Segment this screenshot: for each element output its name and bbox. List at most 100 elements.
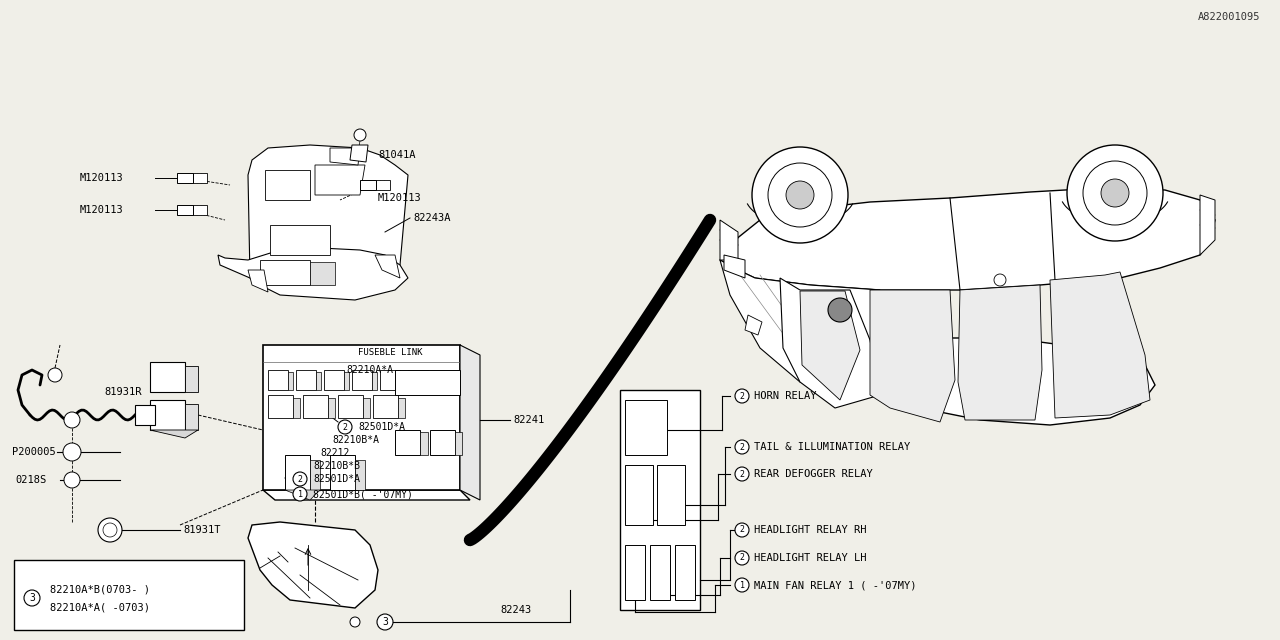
- Polygon shape: [721, 220, 739, 260]
- Circle shape: [735, 551, 749, 565]
- Polygon shape: [870, 290, 955, 422]
- Text: 2: 2: [343, 422, 347, 431]
- Text: 82501D*A: 82501D*A: [358, 422, 404, 432]
- Polygon shape: [268, 395, 293, 418]
- Polygon shape: [957, 285, 1042, 420]
- Polygon shape: [288, 372, 293, 390]
- Polygon shape: [724, 255, 745, 278]
- Text: 3: 3: [29, 593, 35, 603]
- Polygon shape: [330, 148, 360, 165]
- Bar: [177, 173, 193, 183]
- Text: 1: 1: [740, 580, 745, 589]
- Text: HEADLIGHT RELAY LH: HEADLIGHT RELAY LH: [754, 553, 867, 563]
- Text: MAIN FAN RELAY 1 ( -'07MY): MAIN FAN RELAY 1 ( -'07MY): [754, 580, 916, 590]
- Text: 82210A*A( -0703): 82210A*A( -0703): [50, 603, 150, 613]
- Polygon shape: [420, 432, 428, 455]
- Circle shape: [753, 147, 849, 243]
- Polygon shape: [268, 370, 288, 390]
- Polygon shape: [330, 455, 355, 490]
- Bar: [376, 180, 390, 190]
- Polygon shape: [296, 370, 316, 390]
- Text: 2: 2: [740, 392, 745, 401]
- Text: 82501D*A: 82501D*A: [314, 474, 360, 484]
- Polygon shape: [372, 372, 378, 390]
- Circle shape: [293, 472, 307, 486]
- Polygon shape: [270, 225, 330, 255]
- Text: 1: 1: [297, 490, 302, 499]
- Bar: [193, 205, 207, 215]
- Polygon shape: [721, 188, 1215, 290]
- Polygon shape: [262, 345, 460, 490]
- Polygon shape: [310, 262, 335, 285]
- Bar: [193, 173, 207, 183]
- Circle shape: [64, 472, 81, 488]
- Circle shape: [995, 274, 1006, 286]
- Polygon shape: [780, 278, 881, 408]
- Text: FUSEBLE LINK: FUSEBLE LINK: [357, 348, 422, 356]
- Bar: [620, 390, 700, 610]
- Text: 0218S: 0218S: [15, 475, 46, 485]
- Circle shape: [338, 420, 352, 434]
- Text: 82243: 82243: [500, 605, 531, 615]
- Circle shape: [293, 487, 307, 501]
- Polygon shape: [134, 405, 155, 425]
- Text: 82212: 82212: [320, 448, 349, 458]
- Polygon shape: [260, 260, 310, 285]
- Polygon shape: [303, 395, 328, 418]
- Polygon shape: [355, 460, 365, 490]
- Polygon shape: [430, 430, 454, 455]
- Circle shape: [1068, 145, 1164, 241]
- Polygon shape: [428, 372, 433, 390]
- Circle shape: [63, 443, 81, 461]
- Polygon shape: [375, 255, 401, 278]
- Text: M120113: M120113: [81, 173, 124, 183]
- Circle shape: [735, 467, 749, 481]
- Text: 2: 2: [740, 525, 745, 534]
- Polygon shape: [265, 170, 310, 200]
- Text: P200005: P200005: [12, 447, 56, 457]
- Polygon shape: [248, 145, 408, 278]
- Text: M120113: M120113: [81, 205, 124, 215]
- Polygon shape: [352, 370, 372, 390]
- Text: 2: 2: [740, 470, 745, 479]
- Polygon shape: [745, 315, 762, 335]
- Polygon shape: [248, 270, 268, 292]
- Text: 82210B*A: 82210B*A: [332, 435, 379, 445]
- Polygon shape: [344, 372, 349, 390]
- Text: 3: 3: [381, 617, 388, 627]
- Text: 81931T: 81931T: [183, 525, 220, 535]
- Polygon shape: [324, 370, 344, 390]
- Circle shape: [349, 617, 360, 627]
- Text: 2: 2: [740, 442, 745, 451]
- Text: 82501D*B( -'07MY): 82501D*B( -'07MY): [314, 489, 413, 499]
- Bar: [625, 400, 667, 455]
- Text: M120113: M120113: [378, 193, 421, 203]
- Bar: [625, 545, 645, 600]
- Text: TAIL & ILLUMINATION RELAY: TAIL & ILLUMINATION RELAY: [754, 442, 910, 452]
- Circle shape: [735, 389, 749, 403]
- Polygon shape: [150, 430, 198, 438]
- Polygon shape: [150, 362, 186, 392]
- Circle shape: [735, 578, 749, 592]
- Text: HEADLIGHT RELAY RH: HEADLIGHT RELAY RH: [754, 525, 867, 535]
- Text: REAR DEFOGGER RELAY: REAR DEFOGGER RELAY: [754, 469, 873, 479]
- Bar: [675, 545, 695, 600]
- Circle shape: [24, 590, 40, 606]
- Text: 82210A*B(0703- ): 82210A*B(0703- ): [50, 585, 150, 595]
- Text: HORN RELAY: HORN RELAY: [754, 391, 817, 401]
- Polygon shape: [349, 145, 369, 162]
- Polygon shape: [800, 291, 860, 400]
- Polygon shape: [721, 260, 881, 395]
- Polygon shape: [285, 490, 320, 500]
- Polygon shape: [372, 395, 398, 418]
- Circle shape: [102, 523, 116, 537]
- Polygon shape: [454, 432, 462, 455]
- Polygon shape: [364, 398, 370, 418]
- Bar: [177, 205, 193, 215]
- Circle shape: [735, 440, 749, 454]
- Text: 82210A*A: 82210A*A: [346, 365, 393, 375]
- Polygon shape: [285, 455, 310, 490]
- Polygon shape: [401, 372, 404, 390]
- Polygon shape: [396, 370, 460, 395]
- Polygon shape: [780, 338, 1155, 425]
